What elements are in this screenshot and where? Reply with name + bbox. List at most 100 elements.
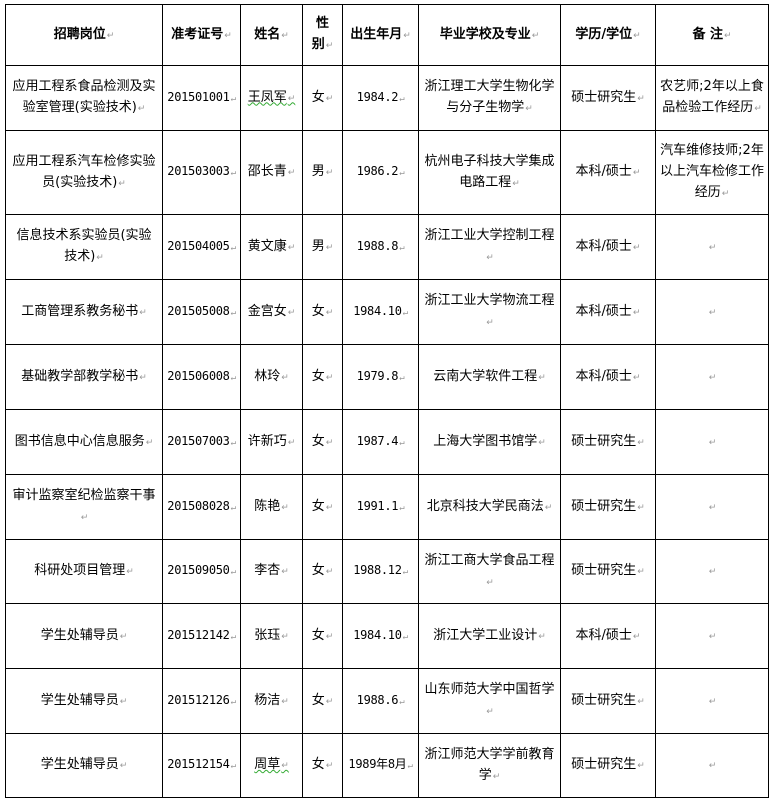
name-cell: 金宫女 — [240, 279, 303, 345]
birth-text: 1984.2 — [357, 90, 405, 104]
degree-text: 本科/硕士 — [576, 628, 641, 643]
gender-text: 女 — [312, 693, 334, 708]
name-cell: 许新巧 — [240, 409, 303, 475]
name-cell: 黄文康 — [240, 214, 303, 280]
remark-cell — [655, 539, 769, 604]
birth-cell: 1989年8月 — [342, 733, 419, 798]
position-text: 审计监察室纪检监察干事 — [12, 488, 155, 524]
degree-text: 本科/硕士 — [576, 304, 641, 319]
school-major-cell: 山东师范大学中国哲学 — [418, 668, 561, 734]
birth-text: 1986.2 — [357, 164, 405, 178]
name-cell: 杨洁 — [240, 668, 303, 734]
degree-cell: 硕士研究生 — [560, 409, 656, 475]
position-text: 工商管理系教务秘书 — [21, 304, 147, 319]
exam-no-text: 201506008 — [167, 369, 235, 383]
degree-text: 硕士研究生 — [571, 434, 645, 449]
school-major-cell: 浙江理工大学生物化学与分子生物学 — [418, 65, 561, 131]
exam-no-cell: 201506008 — [162, 344, 241, 410]
school-major-cell: 杭州电子科技大学集成电路工程 — [418, 130, 561, 215]
remark-cell: 汽车维修技师;2年以上汽车检修工作经历 — [655, 130, 769, 215]
school-major-cell: 浙江工业大学物流工程 — [418, 279, 561, 345]
exam-no-text: 201512142 — [167, 628, 235, 642]
gender-cell: 男 — [302, 214, 343, 280]
table-row: 图书信息中心信息服务 201507003 许新巧 女 1987.4 上海大学图书馆学 硕士研… — [5, 409, 769, 475]
name-text: 王凤军 — [248, 90, 296, 105]
degree-cell: 本科/硕士 — [560, 344, 656, 410]
degree-cell: 硕士研究生 — [560, 733, 656, 798]
exam-no-cell: 201512142 — [162, 603, 241, 669]
name-text: 金宫女 — [248, 304, 296, 319]
remark-cell: 农艺师;2年以上食品检验工作经历 — [655, 65, 769, 131]
remark-text — [708, 757, 717, 772]
birth-cell: 1988.6 — [342, 668, 419, 734]
header-school-major: 毕业学校及专业 — [418, 4, 561, 66]
birth-text: 1988.12 — [353, 563, 408, 577]
birth-cell: 1988.8 — [342, 214, 419, 280]
degree-cell: 本科/硕士 — [560, 130, 656, 215]
gender-text: 女 — [312, 757, 334, 772]
gender-text: 女 — [312, 90, 334, 105]
exam-no-cell: 201509050 — [162, 539, 241, 604]
name-cell: 王凤军 — [240, 65, 303, 131]
remark-cell — [655, 279, 769, 345]
birth-cell: 1979.8 — [342, 344, 419, 410]
header-degree: 学历/学位 — [560, 4, 656, 66]
name-text: 杨洁 — [254, 693, 289, 708]
exam-no-cell: 201504005 — [162, 214, 241, 280]
gender-text: 女 — [312, 628, 334, 643]
position-cell: 基础教学部教学秘书 — [5, 344, 163, 410]
header-row: 招聘岗位 准考证号 姓名 性别 出生年月 毕业学校及专业 学历/学位 备 注 — [5, 4, 769, 66]
remark-text — [708, 304, 717, 319]
table-row: 应用工程系食品检测及实验室管理(实验技术) 201501001 王凤军 女 1984.2… — [5, 65, 769, 131]
table-row: 应用工程系汽车检修实验员(实验技术) 201503003 邵长青 男 1986.2 杭州电… — [5, 130, 769, 215]
exam-no-text: 201509050 — [167, 563, 235, 577]
position-text: 应用工程系汽车检修实验员(实验技术) — [12, 154, 155, 190]
position-cell: 应用工程系汽车检修实验员(实验技术) — [5, 130, 163, 215]
position-cell: 学生处辅导员 — [5, 603, 163, 669]
birth-cell: 1984.2 — [342, 65, 419, 131]
exam-no-cell: 201503003 — [162, 130, 241, 215]
remark-text — [708, 563, 717, 578]
table-row: 学生处辅导员 201512142 张珏 女 1984.10 浙江大学工业设计 本科/硕士 — [5, 603, 769, 669]
school-major-text: 浙江师范大学学前教育学 — [424, 747, 554, 783]
birth-cell: 1984.10 — [342, 603, 419, 669]
name-text: 邵长青 — [248, 164, 296, 179]
name-cell: 陈艳 — [240, 474, 303, 540]
position-text: 信息技术系实验员(实验技术) — [16, 228, 151, 264]
birth-cell: 1984.10 — [342, 279, 419, 345]
position-text: 基础教学部教学秘书 — [21, 369, 147, 384]
degree-text: 硕士研究生 — [571, 563, 645, 578]
gender-text: 男 — [312, 239, 334, 254]
remark-text — [708, 499, 717, 514]
remark-text — [708, 369, 717, 384]
table-row: 学生处辅导员 201512126 杨洁 女 1988.6 山东师范大学中国哲学 硕士研究生 — [5, 668, 769, 734]
school-major-cell: 浙江大学工业设计 — [418, 603, 561, 669]
remark-cell — [655, 733, 769, 798]
name-text: 陈艳 — [254, 499, 289, 514]
position-cell: 学生处辅导员 — [5, 668, 163, 734]
gender-cell: 女 — [302, 474, 343, 540]
school-major-text: 浙江工商大学食品工程 — [424, 553, 554, 589]
gender-cell: 女 — [302, 603, 343, 669]
position-text: 图书信息中心信息服务 — [15, 434, 154, 449]
header-position: 招聘岗位 — [5, 4, 163, 66]
position-text: 学生处辅导员 — [41, 693, 128, 708]
position-cell: 应用工程系食品检测及实验室管理(实验技术) — [5, 65, 163, 131]
exam-no-cell: 201507003 — [162, 409, 241, 475]
gender-cell: 女 — [302, 279, 343, 345]
birth-cell: 1987.4 — [342, 409, 419, 475]
name-text: 周草 — [254, 757, 289, 772]
gender-text: 男 — [312, 164, 334, 179]
birth-text: 1987.4 — [357, 434, 405, 448]
name-text: 林玲 — [254, 369, 289, 384]
gender-text: 女 — [312, 563, 334, 578]
degree-cell: 硕士研究生 — [560, 668, 656, 734]
school-major-cell: 北京科技大学民商法 — [418, 474, 561, 540]
position-cell: 图书信息中心信息服务 — [5, 409, 163, 475]
exam-no-text: 201504005 — [167, 239, 235, 253]
position-cell: 学生处辅导员 — [5, 733, 163, 798]
header-exam-no: 准考证号 — [162, 4, 241, 66]
remark-text — [708, 693, 717, 708]
school-major-cell: 浙江工业大学控制工程 — [418, 214, 561, 280]
gender-cell: 女 — [302, 65, 343, 131]
